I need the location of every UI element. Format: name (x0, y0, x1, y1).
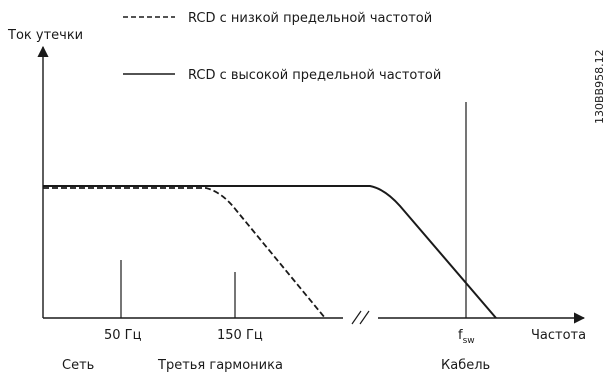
tick-label-50hz: 50 Гц (104, 328, 142, 343)
tick-label-fsw-sub: sw (463, 336, 475, 346)
group-label-third-harmonic: Третья гармоника (157, 358, 283, 373)
figure-code: 130BB958.12 (593, 49, 606, 124)
legend-label-low-cutoff: RCD с низкой предельной частотой (188, 11, 432, 26)
legend: RCD с низкой предельной частотой RCD с в… (123, 11, 441, 83)
group-label-cable: Кабель (441, 358, 490, 373)
tick-label-fsw: fsw (458, 328, 475, 346)
x-axis-label: Частота (531, 328, 586, 343)
series-low-cutoff-line (43, 187, 326, 319)
axis-break-mark-1 (351, 310, 362, 325)
x-axis (43, 310, 586, 325)
series-high-cutoff-line (43, 185, 497, 319)
tick-label-fsw-main: f (458, 328, 463, 343)
tick-label-150hz: 150 Гц (217, 328, 263, 343)
legend-label-high-cutoff: RCD с высокой предельной частотой (188, 68, 441, 83)
group-label-mains: Сеть (62, 358, 94, 373)
axis-break-mark-2 (359, 310, 370, 325)
y-axis-label: Ток утечки (7, 28, 83, 43)
